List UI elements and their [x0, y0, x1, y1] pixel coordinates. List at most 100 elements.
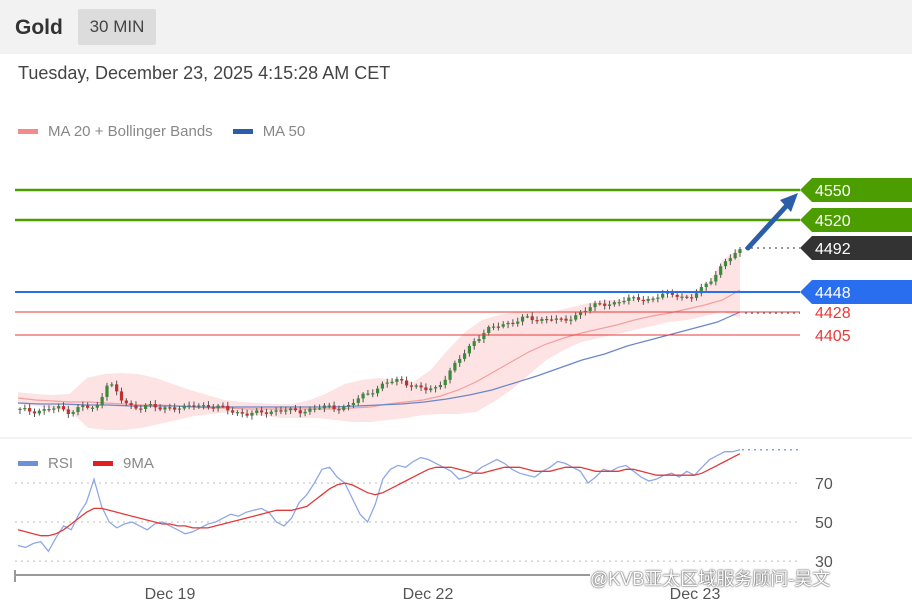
legend-item-ma50: MA 50	[232, 123, 305, 140]
candle-body	[23, 408, 27, 410]
candle-body	[206, 405, 211, 408]
candle-body	[487, 326, 491, 334]
legend-label-9ma: 9MA	[123, 455, 154, 472]
candle-body	[395, 378, 399, 382]
price-level-4448-label: 4448	[815, 285, 851, 302]
rsi-tick-70: 70	[815, 476, 833, 493]
candle-body	[182, 405, 186, 409]
candle-body	[134, 405, 138, 409]
price-legend: MA 20 + Bollinger Bands MA 50	[18, 123, 325, 140]
candle-body	[105, 385, 109, 397]
price-level-4550-tag	[800, 178, 912, 202]
candle-body	[18, 408, 22, 410]
rsi-legend: RSI 9MA	[18, 455, 174, 472]
candle-body	[453, 362, 457, 371]
candle-body	[221, 405, 225, 407]
candle-body	[226, 405, 230, 411]
candle-body	[86, 405, 90, 408]
price-level-4520-tag	[800, 208, 912, 232]
candle-body	[506, 322, 510, 325]
chart-timestamp: Tuesday, December 23, 2025 4:15:28 AM CE…	[18, 63, 391, 83]
candle-body	[124, 400, 128, 404]
candle-body	[371, 393, 375, 395]
candle-body	[71, 412, 75, 414]
candle-body	[337, 409, 341, 411]
candle-body	[433, 387, 438, 389]
candle-body	[100, 396, 104, 406]
candle-body	[472, 341, 476, 346]
candle-body	[545, 318, 549, 321]
candle-body	[317, 408, 322, 410]
price-level-4520-label: 4520	[815, 213, 851, 230]
price-level-4492-label: 4492	[815, 241, 851, 258]
candle-body	[709, 281, 713, 284]
rsi-9ma-line	[17, 453, 741, 537]
candle-body	[622, 300, 626, 303]
candle-body	[535, 320, 539, 322]
candle-body	[274, 410, 278, 412]
legend-item-rsi: RSI	[18, 455, 73, 472]
ma50-line	[17, 311, 741, 408]
forecast-arrow-head	[780, 193, 798, 212]
candle-body	[366, 393, 370, 395]
candle-body	[332, 405, 336, 410]
forecast-arrow-shaft	[745, 199, 793, 251]
price-level-4448-tag	[800, 280, 912, 304]
candle-body	[520, 316, 525, 322]
candles-group	[18, 247, 742, 420]
candle-body	[651, 298, 655, 300]
candle-body	[680, 296, 684, 298]
x-tick-label: Dec 19	[145, 586, 196, 603]
candle-body	[554, 318, 558, 320]
candle-body	[429, 388, 433, 391]
candle-body	[90, 407, 95, 409]
candle-body	[578, 312, 583, 316]
watermark-text: @KVB亚太区域服务顾问-吴文	[590, 569, 831, 589]
candle-body	[685, 296, 689, 298]
price-level-4405-label: 4405	[815, 328, 851, 345]
rsi-tick-50: 50	[815, 515, 833, 532]
instrument-title: Gold	[15, 16, 63, 39]
candle-body	[187, 405, 191, 407]
candle-body	[52, 408, 56, 410]
rsi-line	[17, 449, 741, 553]
price-level-4428-label: 4428	[815, 305, 851, 322]
candle-body	[540, 318, 544, 321]
x-tick-label: Dec 23	[670, 586, 721, 603]
candle-body	[714, 274, 718, 282]
candle-body	[694, 293, 699, 298]
candle-body	[211, 407, 215, 409]
candle-body	[158, 407, 162, 410]
candle-body	[28, 408, 32, 412]
candle-body	[400, 378, 404, 381]
candle-body	[419, 385, 423, 388]
price-level-4492-tag	[800, 236, 912, 260]
x-tick-label: Dec 22	[403, 586, 454, 603]
candle-body	[738, 249, 742, 254]
candle-body	[250, 412, 254, 416]
candle-body	[424, 387, 428, 391]
candle-body	[264, 412, 269, 414]
candle-body	[240, 412, 244, 414]
candle-body	[390, 381, 394, 384]
rsi-tick-30: 30	[815, 554, 833, 571]
candle-body	[496, 326, 500, 328]
bollinger-band	[18, 248, 740, 430]
candle-body	[530, 316, 534, 321]
candle-body	[57, 406, 61, 409]
candle-body	[42, 409, 46, 411]
candle-body	[153, 404, 157, 408]
candle-body	[168, 407, 172, 409]
candle-body	[284, 410, 288, 412]
candle-body	[216, 405, 220, 409]
candle-body	[231, 410, 235, 413]
candle-body	[448, 370, 452, 380]
candle-body	[119, 391, 124, 401]
candle-body	[375, 388, 380, 394]
candle-body	[462, 353, 467, 359]
candle-body	[192, 405, 196, 407]
timeframe-tab[interactable]: 30 MIN	[78, 9, 156, 45]
candle-body	[313, 408, 317, 410]
candle-body	[177, 408, 182, 410]
